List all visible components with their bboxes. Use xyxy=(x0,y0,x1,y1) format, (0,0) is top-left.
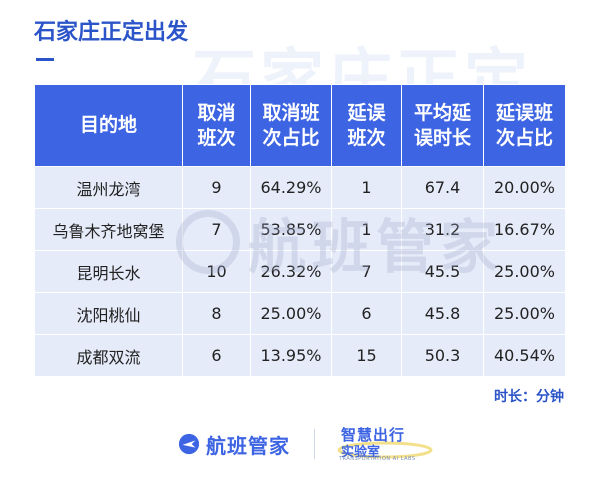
footer: 航班管家 智慧出行 实验室 TRANSPORTATION AI LABS xyxy=(178,424,433,464)
cell-cancel-count: 6 xyxy=(182,334,251,377)
cell-delay-count: 1 xyxy=(331,208,402,251)
cell-avg-delay: 45.5 xyxy=(401,250,484,293)
cell-cancel-count: 8 xyxy=(182,292,251,335)
brand-name: 航班管家 xyxy=(206,433,290,458)
cell-avg-delay: 50.3 xyxy=(401,334,484,377)
cell-cancel-count: 10 xyxy=(182,250,251,293)
cell-cancel-ratio: 53.85% xyxy=(250,208,332,251)
header-destination: 目的地 xyxy=(34,84,183,167)
cell-destination: 温州龙湾 xyxy=(34,166,183,209)
table-row: 沈阳桃仙 8 25.00% 6 45.8 25.00% xyxy=(34,292,566,335)
page-title: 石家庄正定出发 xyxy=(34,20,189,45)
header-text: 班次 xyxy=(347,126,386,149)
center-watermark: 航班管家 xyxy=(176,200,504,284)
title-underline xyxy=(36,58,54,61)
flight-stats-table: 目的地 取消 班次 取消班 次占比 延误 班次 平均延 误时长 延误班 次占比 温州龙湾 … xyxy=(34,84,566,377)
table-header-row: 目的地 取消 班次 取消班 次占比 延误 班次 平均延 误时长 延误班 次占比 xyxy=(34,84,566,167)
lab-title: 智慧出行 xyxy=(341,426,406,444)
cell-delay-ratio: 16.67% xyxy=(483,208,566,251)
cell-delay-ratio: 25.00% xyxy=(483,250,566,293)
cell-destination: 成都双流 xyxy=(34,334,183,377)
table-row: 昆明长水 10 26.32% 7 45.5 25.00% xyxy=(34,250,566,293)
header-delay-ratio: 延误班 次占比 xyxy=(483,84,566,167)
cell-destination: 昆明长水 xyxy=(34,250,183,293)
cell-delay-count: 15 xyxy=(331,334,402,377)
table-row: 成都双流 6 13.95% 15 50.3 40.54% xyxy=(34,334,566,377)
watermark-text: 航班管家 xyxy=(248,213,505,281)
cell-cancel-count: 9 xyxy=(182,166,251,209)
header-avg-delay: 平均延 误时长 xyxy=(401,84,484,167)
lab-subtitle: 实验室 xyxy=(341,445,381,460)
header-text: 延误班 xyxy=(495,101,553,124)
cell-cancel-ratio: 25.00% xyxy=(250,292,332,335)
cell-avg-delay: 31.2 xyxy=(401,208,484,251)
cell-delay-ratio: 25.00% xyxy=(483,292,566,335)
header-cancel-count: 取消 班次 xyxy=(182,84,251,167)
cell-delay-count: 6 xyxy=(331,292,402,335)
table-row: 乌鲁木齐地窝堡 7 53.85% 1 31.2 16.67% xyxy=(34,208,566,251)
header-text: 目的地 xyxy=(79,114,137,136)
cell-cancel-ratio: 13.95% xyxy=(250,334,332,377)
cell-delay-ratio: 20.00% xyxy=(483,166,566,209)
header-text: 取消 xyxy=(197,101,236,124)
cell-destination: 沈阳桃仙 xyxy=(34,292,183,335)
table-row: 温州龙湾 9 64.29% 1 67.4 20.00% xyxy=(34,166,566,209)
lab-badge-icon xyxy=(337,441,433,459)
cell-destination: 乌鲁木齐地窝堡 xyxy=(34,208,183,251)
cell-cancel-ratio: 64.29% xyxy=(250,166,332,209)
header-text: 次占比 xyxy=(495,126,553,149)
cell-delay-ratio: 40.54% xyxy=(483,334,566,377)
brand: 航班管家 xyxy=(178,430,290,459)
footer-divider xyxy=(314,429,315,459)
header-cancel-ratio: 取消班 次占比 xyxy=(250,84,332,167)
plane-logo-icon xyxy=(178,433,200,455)
header-text: 平均延 xyxy=(413,101,471,124)
header-text: 次占比 xyxy=(262,126,320,149)
cell-avg-delay: 67.4 xyxy=(401,166,484,209)
header-text: 取消班 xyxy=(262,101,320,124)
lab-english: TRANSPORTATION AI LABS xyxy=(339,456,416,462)
watermark-logo-icon xyxy=(176,210,240,274)
lab-badge: 智慧出行 实验室 TRANSPORTATION AI LABS xyxy=(333,424,433,464)
unit-note: 时长：分钟 xyxy=(494,389,564,405)
cell-avg-delay: 45.8 xyxy=(401,292,484,335)
header-text: 误时长 xyxy=(413,126,471,149)
header-text: 班次 xyxy=(197,126,236,149)
header-text: 延误 xyxy=(347,101,386,124)
header-delay-count: 延误 班次 xyxy=(331,84,402,167)
cell-delay-count: 7 xyxy=(331,250,402,293)
